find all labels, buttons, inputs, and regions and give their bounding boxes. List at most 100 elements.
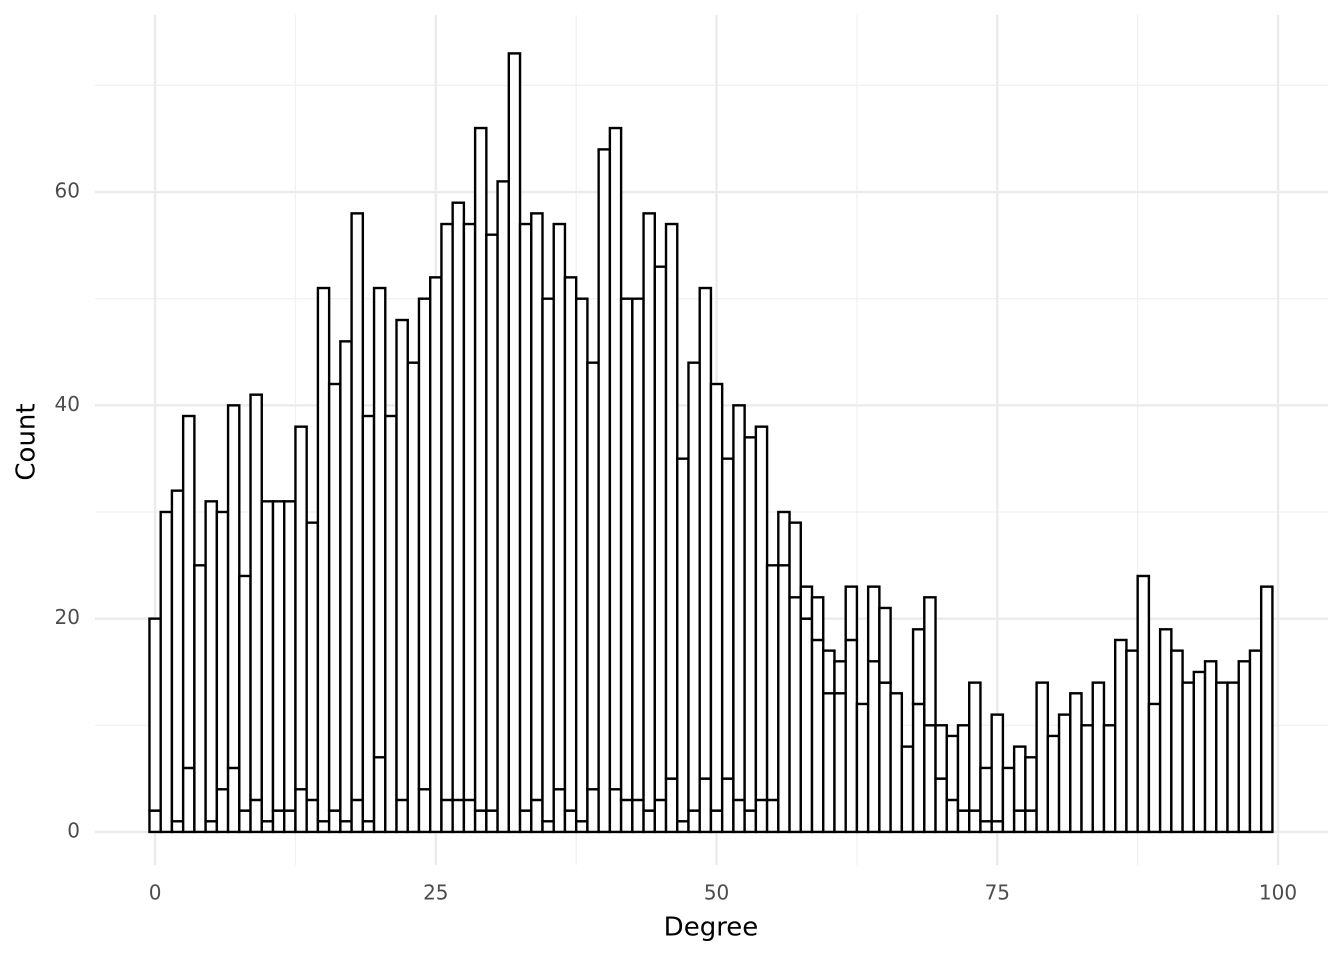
bar	[316, 820, 331, 834]
bar	[1125, 649, 1139, 834]
bar	[327, 382, 342, 812]
bar	[878, 606, 892, 684]
bar	[945, 734, 960, 802]
bar	[1069, 692, 1083, 834]
bar	[395, 318, 409, 802]
bar	[956, 809, 971, 834]
bar	[574, 820, 589, 834]
bar	[440, 798, 454, 834]
bar	[979, 766, 993, 823]
bar	[473, 126, 488, 812]
bar	[687, 809, 701, 834]
bar	[451, 798, 466, 834]
bar	[170, 489, 185, 823]
bar	[305, 521, 320, 802]
bar	[608, 126, 623, 791]
x-tick-label: 75	[985, 881, 1010, 905]
bar	[271, 500, 286, 812]
bar	[384, 414, 398, 834]
bar	[305, 798, 320, 834]
bar	[698, 777, 713, 834]
bar	[743, 436, 758, 812]
bar	[181, 766, 196, 834]
bar	[597, 148, 612, 834]
bar	[339, 820, 353, 834]
bar	[900, 745, 915, 834]
bar	[249, 798, 263, 834]
bar	[1226, 681, 1240, 834]
bar	[530, 212, 544, 802]
bar	[1114, 638, 1128, 834]
bar	[541, 297, 555, 823]
bar	[429, 276, 443, 834]
bar	[788, 521, 802, 599]
bar	[372, 286, 387, 759]
x-axis-title: Degree	[664, 913, 759, 943]
x-tick-label: 25	[423, 881, 448, 905]
bar	[260, 820, 275, 834]
bar	[653, 265, 668, 802]
bar	[249, 393, 263, 802]
bar	[1046, 734, 1061, 834]
bar	[552, 788, 567, 834]
bar	[709, 382, 724, 812]
bar	[283, 809, 297, 834]
y-tick-label: 0	[67, 818, 80, 842]
bar	[238, 809, 252, 834]
bar	[855, 702, 870, 834]
bar	[586, 361, 600, 791]
bar	[968, 809, 982, 834]
bar	[530, 798, 544, 834]
bar	[709, 809, 724, 834]
bar	[1248, 649, 1263, 834]
bar	[586, 788, 600, 834]
bar	[833, 660, 847, 695]
y-axis-title: Count	[12, 403, 42, 480]
bar	[226, 766, 241, 834]
bar	[833, 692, 847, 834]
bar	[754, 425, 769, 802]
bar	[226, 404, 241, 770]
bar	[541, 820, 555, 834]
bar	[810, 638, 825, 834]
bar	[990, 713, 1005, 823]
bar	[619, 297, 634, 802]
bar	[1012, 745, 1027, 812]
bar	[361, 820, 376, 834]
bar	[777, 564, 791, 834]
bar	[1136, 574, 1151, 834]
bar	[788, 596, 802, 834]
bar	[1102, 724, 1117, 834]
bar	[664, 777, 679, 834]
bar	[1259, 585, 1274, 834]
bar	[204, 500, 219, 823]
bar	[765, 564, 780, 802]
bar	[462, 222, 477, 802]
bar	[1024, 809, 1038, 834]
bar	[631, 798, 645, 834]
bar	[642, 212, 656, 812]
bar	[968, 681, 982, 812]
bar	[518, 809, 533, 834]
bar	[653, 798, 668, 834]
bar	[720, 457, 735, 780]
bar	[181, 414, 196, 770]
bar	[159, 510, 174, 834]
x-tick-label: 100	[1259, 881, 1297, 905]
bar	[485, 233, 499, 812]
bar	[619, 798, 634, 834]
bar	[451, 201, 466, 802]
bar	[193, 564, 207, 834]
bar	[754, 798, 769, 834]
bar	[294, 425, 308, 791]
bar	[822, 692, 836, 834]
bar	[642, 809, 656, 834]
bar	[732, 798, 746, 834]
bar	[1024, 756, 1038, 812]
bar	[1001, 766, 1016, 834]
bar	[372, 756, 387, 834]
bar	[799, 585, 814, 620]
bar	[777, 510, 791, 567]
bar	[552, 222, 567, 791]
